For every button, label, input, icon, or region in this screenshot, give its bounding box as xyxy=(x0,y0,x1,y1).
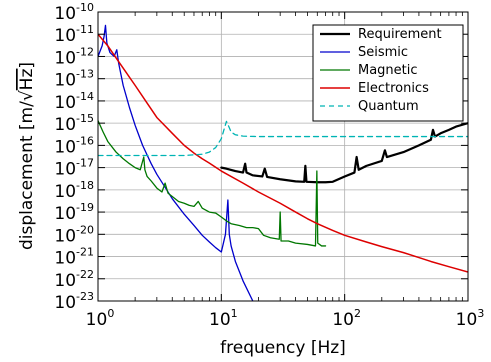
x-axis-title: frequency [Hz] xyxy=(220,338,346,358)
y-tick-label: 10-12 xyxy=(54,45,94,68)
y-tick-exponent: -17 xyxy=(76,157,94,170)
plot-frame xyxy=(97,11,469,302)
y-tick-exponent: -18 xyxy=(76,179,94,192)
y-tick-label: 10-19 xyxy=(54,201,94,224)
x-tick-exponent: 3 xyxy=(477,307,484,320)
y-tick-label: 10-14 xyxy=(54,90,94,113)
y-tick-exponent: -10 xyxy=(76,1,94,14)
y-tick-base: 10 xyxy=(54,226,76,246)
y-tick-base: 10 xyxy=(54,160,76,180)
y-tick-label: 10-23 xyxy=(54,290,94,313)
series-line-seismic xyxy=(98,24,254,301)
y-tick-labels: 10-1010-1110-1210-1310-1410-1510-1610-17… xyxy=(54,1,94,313)
y-tick-label: 10-10 xyxy=(54,1,94,24)
y-tick-label: 10-21 xyxy=(54,246,94,269)
y-tick-exponent: -11 xyxy=(76,23,94,36)
y-tick-label: 10-13 xyxy=(54,68,94,91)
y-tick-base: 10 xyxy=(54,48,76,68)
y-tick-label: 10-15 xyxy=(54,112,94,135)
y-axis-title-radicand: Hz xyxy=(17,69,37,91)
y-tick-exponent: -21 xyxy=(76,246,94,259)
x-tick-label: 102 xyxy=(332,307,361,330)
series-line-quantum xyxy=(98,120,468,157)
y-tick-exponent: -20 xyxy=(76,223,94,236)
y-axis-title-sqrt: √ xyxy=(17,90,37,101)
x-tick-exponent: 2 xyxy=(354,307,361,320)
y-axis-title: displacement [m/√Hz] xyxy=(17,62,37,250)
y-tick-base: 10 xyxy=(54,115,76,135)
x-tick-base: 10 xyxy=(209,310,231,330)
legend-box xyxy=(312,24,464,122)
y-tick-exponent: -19 xyxy=(76,201,94,214)
y-tick-label: 10-17 xyxy=(54,157,94,180)
legend-label-requirement: Requirement xyxy=(358,27,442,42)
y-axis-title-suffix: ] xyxy=(17,62,37,69)
y-tick-label: 10-11 xyxy=(54,23,94,46)
y-tick-base: 10 xyxy=(54,204,76,224)
y-tick-label: 10-20 xyxy=(54,223,94,246)
ticks xyxy=(97,11,469,302)
x-tick-base: 10 xyxy=(86,310,108,330)
x-tick-label: 100 xyxy=(86,307,115,330)
y-tick-base: 10 xyxy=(54,71,76,91)
x-tick-label: 101 xyxy=(209,307,238,330)
y-tick-base: 10 xyxy=(54,249,76,269)
x-tick-exponent: 0 xyxy=(107,307,114,320)
y-tick-base: 10 xyxy=(54,137,76,157)
y-tick-exponent: -23 xyxy=(76,290,94,303)
y-tick-base: 10 xyxy=(54,271,76,291)
legend-label-seismic: Seismic xyxy=(358,45,408,60)
series-line-magnetic xyxy=(98,119,327,247)
y-tick-base: 10 xyxy=(54,182,76,202)
y-tick-exponent: -16 xyxy=(76,134,94,147)
y-tick-exponent: -15 xyxy=(76,112,94,125)
x-tick-labels: 100 101 102 103 xyxy=(86,307,485,330)
legend: Requirement Seismic Magnetic Electronics Qua… xyxy=(312,24,464,122)
y-tick-exponent: -12 xyxy=(76,45,94,58)
y-tick-base: 10 xyxy=(54,93,76,113)
x-tick-label: 103 xyxy=(456,307,485,330)
y-tick-base: 10 xyxy=(54,293,76,313)
x-tick-base: 10 xyxy=(456,310,478,330)
legend-label-electronics: Electronics xyxy=(358,81,429,96)
y-tick-base: 10 xyxy=(54,4,76,24)
y-tick-base: 10 xyxy=(54,26,76,46)
y-tick-exponent: -14 xyxy=(76,90,94,103)
legend-label-quantum: Quantum xyxy=(358,99,419,114)
y-tick-label: 10-18 xyxy=(54,179,94,202)
y-tick-exponent: -22 xyxy=(76,268,94,281)
y-tick-label: 10-16 xyxy=(54,134,94,157)
svg-text:displacement [m/√Hz]: displacement [m/√Hz] xyxy=(17,62,37,250)
x-tick-base: 10 xyxy=(332,310,354,330)
legend-label-magnetic: Magnetic xyxy=(358,63,418,78)
x-tick-exponent: 1 xyxy=(231,307,238,320)
y-tick-exponent: -13 xyxy=(76,68,94,81)
series-line-electronics xyxy=(98,33,468,273)
series-layer xyxy=(98,24,468,301)
y-axis-title-prefix: displacement [m/ xyxy=(17,101,37,250)
y-tick-label: 10-22 xyxy=(54,268,94,291)
